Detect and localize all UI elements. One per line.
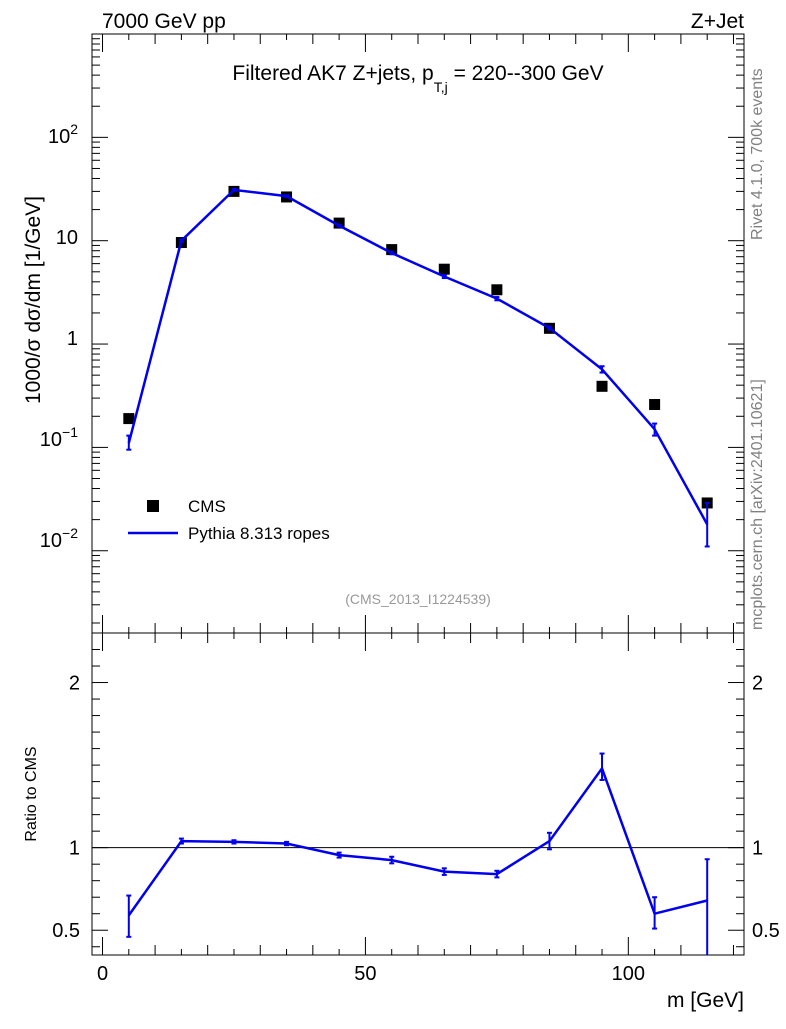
- x-axis-label: m [GeV]: [667, 989, 744, 1012]
- ratio-panel-frame: [91, 632, 745, 956]
- main-y-axis-label: 1000/σ dσ/dm [1/GeV]: [22, 196, 45, 404]
- header-right: Z+Jet: [691, 10, 744, 33]
- cms-marker: [333, 217, 345, 229]
- legend-cms-marker: [147, 500, 159, 512]
- x-tick-label-0: 0: [97, 963, 108, 985]
- ratio-data: [126, 752, 710, 955]
- ratio-y-tick-label-right-0.5: 0.5: [752, 920, 780, 942]
- main-title: Filtered AK7 Z+jets, pT,j = 220--300 GeV: [232, 62, 603, 95]
- mcplots-label: mcplots.cern.ch [arXiv:2401.10621]: [749, 379, 766, 630]
- legend-cms-label: CMS: [188, 497, 226, 516]
- cms-marker: [438, 263, 450, 275]
- y-tick-label-10: 10: [56, 227, 78, 249]
- cms-marker: [649, 399, 661, 411]
- main-data: [123, 185, 713, 548]
- legend-pythia-label: Pythia 8.313 ropes: [188, 524, 330, 543]
- cms-marker: [596, 380, 608, 392]
- ratio-y-tick-label-2: 2: [69, 673, 80, 695]
- ratio-y-tick-labels: 0.5 1 2 0.5 1 2: [52, 673, 780, 943]
- main-y-tick-labels: 102 10 1 10−1 10−2: [40, 121, 78, 552]
- legend: CMS Pythia 8.313 ropes: [128, 497, 330, 543]
- main-panel-frame: [91, 33, 745, 634]
- x-tick-label-50: 50: [354, 963, 376, 985]
- cms-marker: [123, 413, 135, 425]
- ratio-ticks: [92, 633, 744, 955]
- y-tick-label-0.1: 10−1: [40, 424, 78, 451]
- analysis-id: (CMS_2013_I1224539): [345, 591, 491, 607]
- y-tick-label-100: 102: [48, 121, 78, 148]
- ratio-y-tick-label-0.5: 0.5: [52, 920, 80, 942]
- rivet-version-label: Rivet 4.1.0, 700k events: [749, 68, 766, 240]
- y-tick-label-1: 1: [67, 328, 78, 350]
- cms-marker: [491, 284, 503, 296]
- main-title-text: Filtered AK7 Z+jets, p: [232, 62, 433, 85]
- ratio-y-tick-label-1: 1: [69, 838, 80, 860]
- ratio-line: [127, 765, 708, 917]
- main-ticks: [92, 34, 744, 633]
- ratio-y-axis-label: Ratio to CMS: [23, 746, 40, 841]
- y-tick-label-0.01: 10−2: [40, 525, 78, 552]
- main-title-rest: = 220--300 GeV: [448, 62, 604, 85]
- main-title-subscript: T,j: [434, 79, 448, 95]
- cms-marker: [386, 244, 398, 256]
- ratio-y-tick-label-right-2: 2: [752, 673, 763, 695]
- pythia-line: [127, 188, 709, 526]
- x-tick-label-100: 100: [612, 963, 645, 985]
- header-left: 7000 GeV pp: [102, 10, 226, 33]
- x-tick-labels: 0 50 100: [97, 963, 645, 985]
- ratio-y-tick-label-right-1: 1: [752, 838, 763, 860]
